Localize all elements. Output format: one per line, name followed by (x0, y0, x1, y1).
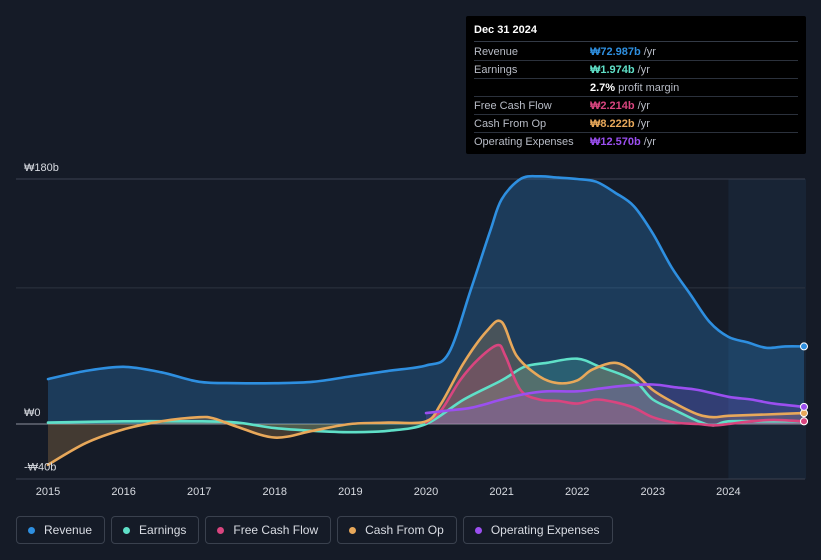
legend-dot-icon (474, 526, 482, 534)
tooltip-unit: /yr (637, 64, 650, 76)
cash-from-op-line (46, 319, 806, 467)
legend-dot-icon (217, 526, 225, 534)
legend-dot-icon (28, 526, 35, 534)
legend-label: Revenue (44, 523, 93, 537)
x-tick-label: 2021 (489, 486, 513, 498)
x-tick-label: 2019 (338, 486, 362, 498)
revenue-line (46, 174, 806, 385)
tooltip-row-profit-margin: 2.7% profit margin (474, 80, 798, 97)
legend-item-revenue[interactable]: Revenue (16, 516, 106, 544)
y-tick-label: ₩0 (24, 407, 41, 419)
x-tick-label: 2023 (641, 486, 665, 498)
x-tick-label: 2024 (716, 486, 740, 498)
x-tick-label: 2022 (565, 486, 589, 498)
tooltip-date: Dec 31 2024 (474, 24, 798, 42)
tooltip-unit: profit margin (618, 82, 680, 94)
tooltip-value: ₩8.222b (590, 118, 635, 130)
legend-item-operating-expenses[interactable]: Operating Expenses (462, 516, 613, 544)
x-tick-label: 2015 (36, 486, 60, 498)
tooltip-unit: /yr (643, 46, 656, 58)
operating-expenses-area (426, 384, 804, 424)
tooltip-label (474, 80, 590, 96)
tooltip-value: ₩12.570b (590, 136, 641, 148)
legend-dot-icon (123, 526, 131, 534)
x-tick-label: 2017 (187, 486, 211, 498)
legend: Revenue Earnings Free Cash Flow Cash Fro… (16, 516, 613, 544)
tooltip-row-operating-expenses: Operating Expenses ₩12.570b /yr (474, 134, 798, 150)
tooltip-unit: /yr (643, 136, 656, 148)
legend-label: Cash From Op (365, 523, 444, 537)
x-tick-label: 2018 (263, 486, 287, 498)
revenue-end-marker (800, 342, 808, 351)
tooltip-label: Free Cash Flow (474, 100, 552, 112)
legend-item-cash-from-op[interactable]: Cash From Op (337, 516, 457, 544)
tooltip-label: Earnings (474, 64, 518, 76)
legend-item-earnings[interactable]: Earnings (111, 516, 200, 544)
revenue-area (48, 176, 804, 424)
cash-from-op-area (48, 320, 804, 465)
tooltip-label: Operating Expenses (474, 136, 574, 148)
legend-item-free-cash-flow[interactable]: Free Cash Flow (205, 516, 332, 544)
free-cash-flow-area (426, 345, 804, 426)
tooltip-value: ₩2.214b (590, 100, 635, 112)
tooltip: Dec 31 2024 Revenue ₩72.987b /yr Earning… (466, 16, 806, 154)
legend-dot-icon (349, 526, 357, 534)
free-cash-flow-end-marker (800, 417, 808, 426)
tooltip-value: 2.7% (590, 82, 616, 94)
tooltip-row-earnings: Earnings ₩1.974b /yr (474, 62, 798, 79)
legend-label: Earnings (139, 523, 187, 537)
tooltip-value: ₩72.987b (590, 46, 641, 58)
tooltip-row-revenue: Revenue ₩72.987b /yr (474, 44, 798, 61)
earnings-line (46, 357, 806, 434)
tooltip-label: Revenue (474, 46, 519, 58)
tooltip-unit: /yr (637, 100, 650, 112)
forecast-shade (728, 179, 806, 479)
tooltip-unit: /yr (637, 118, 650, 130)
tooltip-value: ₩1.974b (590, 64, 635, 76)
x-tick-label: 2020 (414, 486, 438, 498)
tooltip-label: Cash From Op (474, 118, 547, 130)
earnings-area (48, 358, 804, 433)
free-cash-flow-line (424, 343, 806, 427)
legend-label: Operating Expenses (490, 523, 600, 537)
tooltip-row-free-cash-flow: Free Cash Flow ₩2.214b /yr (474, 98, 798, 115)
tooltip-row-cash-from-op: Cash From Op ₩8.222b /yr (474, 116, 798, 133)
y-tick-label: ₩180b (24, 162, 59, 174)
operating-expenses-line (424, 383, 806, 415)
y-tick-label: -₩40b (24, 461, 56, 473)
operating-expenses-end-marker (800, 402, 808, 411)
legend-label: Free Cash Flow (233, 523, 319, 537)
x-tick-label: 2016 (111, 486, 135, 498)
